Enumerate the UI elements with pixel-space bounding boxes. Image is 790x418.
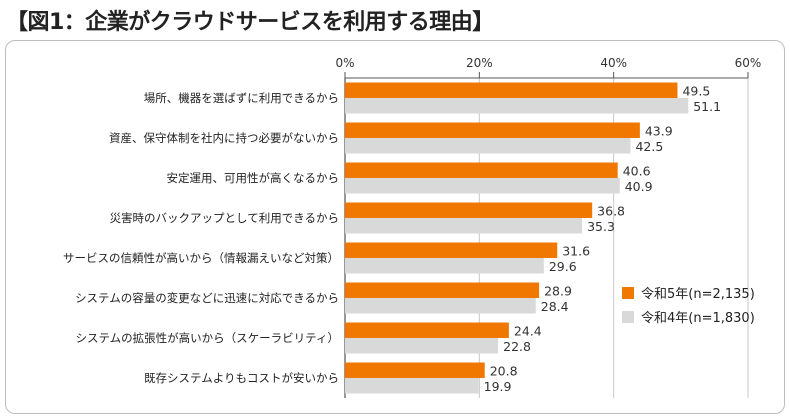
tick-label: 20% [466,56,493,70]
value-label: 36.8 [597,204,625,219]
category-label: サービスの信頼性が高いから（情報漏えいなど対策） [63,251,339,265]
category-label: システムの容量の変更などに迅速に対応できるから [75,291,339,305]
bar-r4 [345,218,583,234]
category-label: システムの拡張性が高いから（スケーラビリティ） [76,331,339,345]
bar-r5 [345,282,540,298]
legend-swatch [622,311,634,323]
value-label: 40.6 [623,164,651,179]
tick-label: 0% [335,56,354,70]
legend-label: 令和5年(n=2,135) [641,287,755,302]
category-label: 災害時のバックアップとして利用できるから [110,211,339,225]
bar-r5 [345,242,558,258]
tick-label: 40% [600,56,627,70]
value-label: 28.4 [541,299,569,314]
page-title: 【図1：企業がクラウドサービスを利用する理由】 [6,10,494,35]
bar-r4 [345,98,689,114]
bar-r4 [345,298,536,314]
category-label: 既存システムよりもコストが安いから [144,371,339,385]
bar-r4 [345,338,499,354]
value-label: 29.6 [549,259,577,274]
bar-r4 [345,378,479,394]
value-label: 31.6 [562,244,590,259]
legend-swatch [622,287,634,299]
bar-r5 [345,122,640,138]
bar-r4 [345,178,620,194]
value-label: 28.9 [544,284,572,299]
value-label: 49.5 [682,84,710,99]
bar-r5 [345,362,485,378]
value-label: 20.8 [490,364,518,379]
value-label: 22.8 [503,339,531,354]
value-label: 42.5 [635,139,663,154]
value-label: 19.9 [484,379,512,394]
bar-r5 [345,322,509,338]
bar-r5 [345,202,593,218]
bar-r4 [345,138,631,154]
value-label: 43.9 [645,124,673,139]
category-label: 安定運用、可用性が高くなるから [167,171,340,185]
legend-label: 令和4年(n=1,830) [641,311,755,326]
value-label: 40.9 [625,179,653,194]
tick-label: 60% [735,56,762,70]
value-label: 51.1 [693,99,721,114]
bar-r5 [345,162,618,178]
bar-r4 [345,258,544,274]
category-label: 資産、保守体制を社内に持つ必要がないから [109,131,339,145]
value-label: 24.4 [514,324,542,339]
category-label: 場所、機器を選ばずに利用できるから [144,91,339,105]
value-label: 35.3 [587,219,615,234]
bar-r5 [345,82,678,98]
